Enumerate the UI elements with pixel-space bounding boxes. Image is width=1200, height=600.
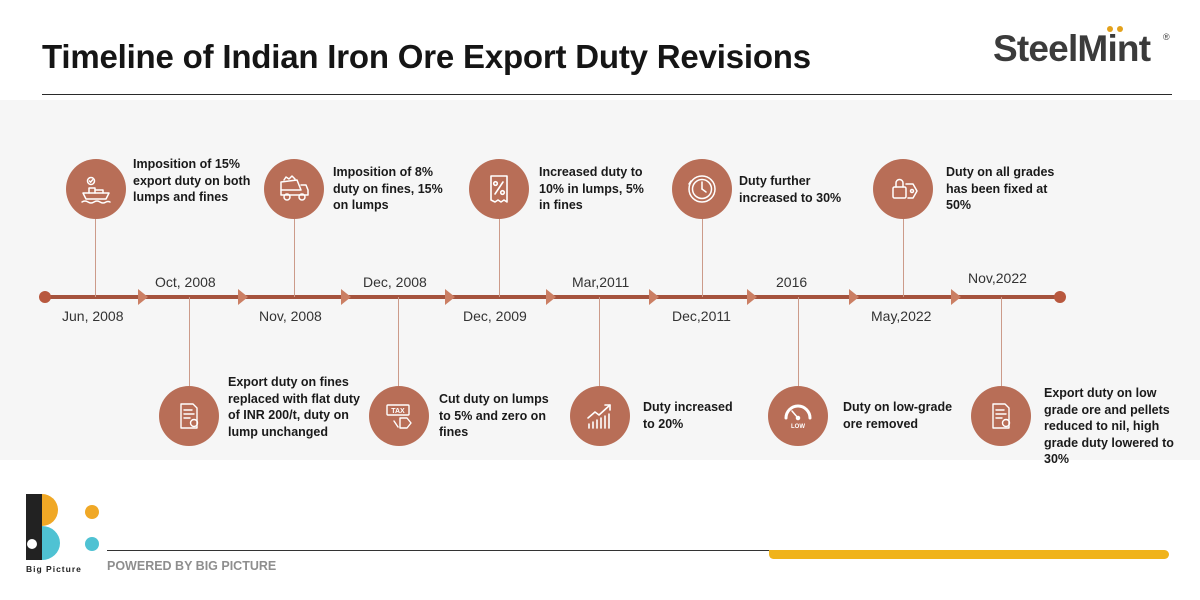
document-icon [971,386,1031,446]
event-date: Dec, 2008 [363,274,427,290]
low-gauge-icon: LOW [768,386,828,446]
tax-label: TAX [391,408,405,415]
axis-arrow [849,289,859,305]
event-date: Mar,2011 [572,274,630,290]
tax-tag-icon: TAX [369,386,429,446]
steelmint-logo: SteelMint ® [993,26,1173,74]
document-icon [159,386,219,446]
axis-end-dot [1054,291,1066,303]
event-stem [95,218,96,297]
event-description: Duty increased to 20% [643,400,733,431]
event-stem [499,218,500,297]
axis-start-dot [39,291,51,303]
big-picture-logo-mark [26,494,99,560]
axis-arrow [238,289,248,305]
event-description: Export duty on fines replaced with flat … [228,375,360,439]
event-description: Duty on low-grade ore removed [843,400,953,431]
event-description: Imposition of 8% duty on fines, 15% on l… [333,165,443,212]
event-stem [798,297,799,386]
big-picture-logo: Big Picture [24,492,104,574]
axis-arrow [649,289,659,305]
event-description: Cut duty on lumps to 5% and zero on fine… [439,392,549,439]
axis-arrow [546,289,556,305]
low-label: LOW [791,424,805,430]
event-date: May,2022 [871,308,932,324]
event-stem [599,297,600,386]
event-stem [1001,297,1002,386]
logo-dot [1107,26,1113,32]
axis-arrow [445,289,455,305]
powered-by-text: POWERED BY BIG PICTURE [107,559,277,573]
event-date: Oct, 2008 [155,274,216,290]
event-date: Dec,2011 [672,308,731,324]
axis-arrows [138,289,961,305]
event-description: Imposition of 15% export duty on both lu… [133,157,251,204]
event-date: Jun, 2008 [62,308,124,324]
dump-truck-icon [264,159,324,219]
event-stem [294,218,295,297]
event-stem [702,218,703,297]
logo-dot [1117,26,1123,32]
footer-divider [107,550,769,551]
growth-chart-icon [570,386,630,446]
axis-arrow [951,289,961,305]
title-divider [42,94,1172,95]
ship-icon [66,159,126,219]
event-date: Dec, 2009 [463,308,527,324]
axis-arrow [747,289,757,305]
clock-icon [672,159,732,219]
event-stem [903,218,904,297]
big-picture-logo-label: Big Picture [26,564,82,574]
event-date: Nov,2022 [968,270,1027,286]
percent-receipt-icon [469,159,529,219]
event-stem [189,297,190,386]
event-stem [398,297,399,386]
registered-mark: ® [1163,32,1170,42]
page-title: Timeline of Indian Iron Ore Export Duty … [42,38,811,75]
axis-arrow [341,289,351,305]
event-date: Nov, 2008 [259,308,322,324]
event-description: Export duty on low grade ore and pellets… [1044,386,1174,466]
event-description: Duty on all grades has been fixed at 50% [946,165,1055,212]
event-date: 2016 [776,274,808,290]
footer-accent-bar [769,550,1169,559]
lock-tag-icon [873,159,933,219]
axis-arrow [138,289,148,305]
steelmint-logo-text: SteelMint [993,28,1151,69]
event-description: Duty further increased to 30% [739,174,842,205]
event-description: Increased duty to 10% in lumps, 5% in fi… [539,165,644,212]
